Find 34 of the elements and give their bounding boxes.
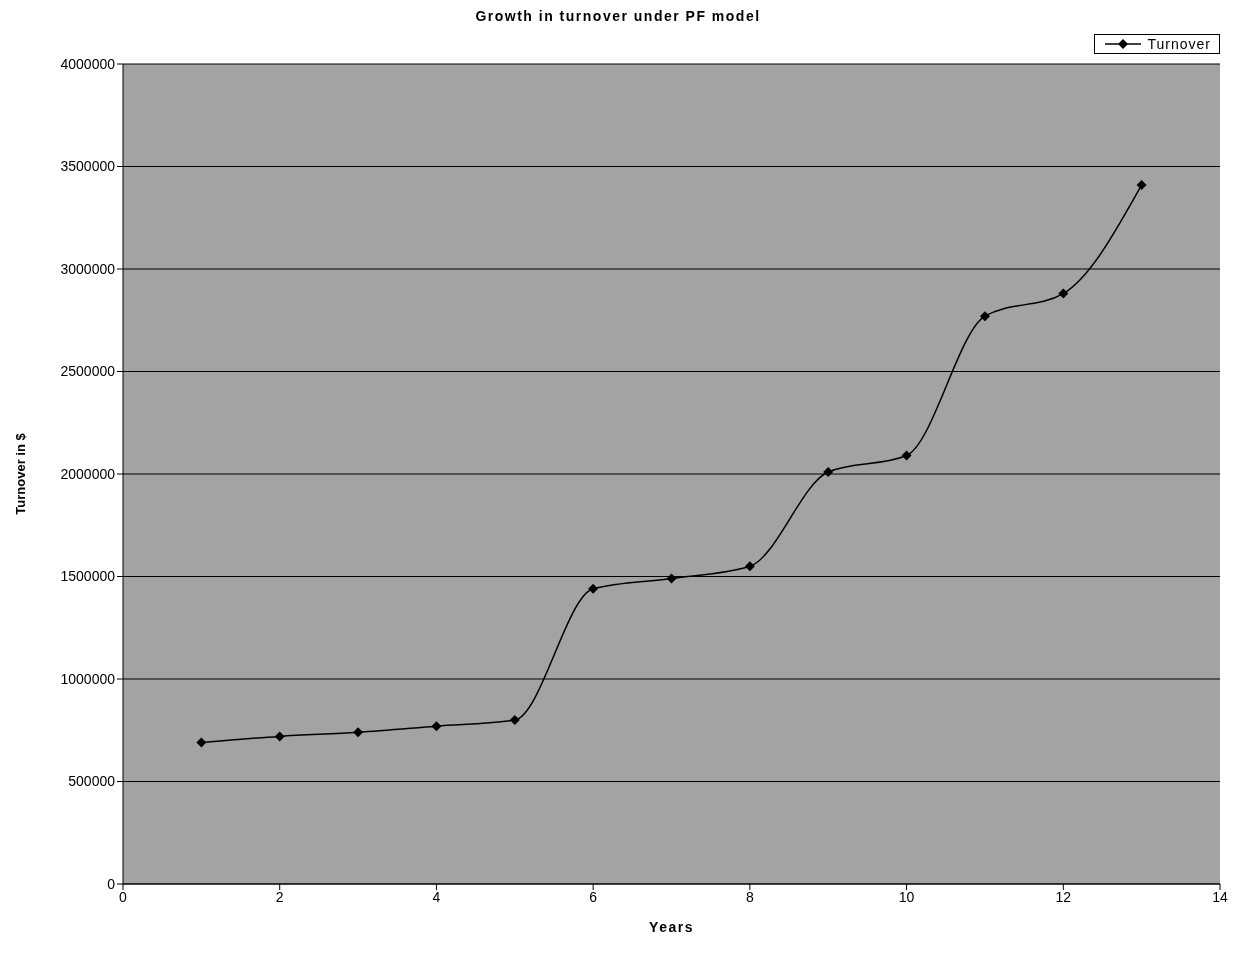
point: [196, 737, 207, 748]
y-tick-label: 3000000: [60, 260, 116, 277]
chart-title: Growth in turnover under PF model: [474, 8, 762, 24]
x-tick-label: 2: [275, 888, 284, 905]
point: [1058, 288, 1069, 299]
point: [744, 561, 755, 572]
y-tick-label: 3500000: [60, 158, 116, 175]
x-axis-title: Years: [649, 919, 694, 935]
x-tick-label: 8: [745, 888, 754, 905]
y-tick-label: 2500000: [60, 363, 116, 380]
point: [979, 311, 990, 322]
point: [274, 731, 285, 742]
y-tick-label: 1000000: [60, 670, 116, 687]
x-tick-label: 14: [1212, 888, 1228, 905]
point: [588, 583, 599, 594]
y-tick-label: 2000000: [60, 465, 116, 482]
x-tick-label: 0: [119, 888, 128, 905]
point: [431, 721, 442, 732]
legend-label: Turnover: [1147, 36, 1211, 52]
y-tick-label: 1500000: [60, 568, 116, 585]
point: [823, 466, 834, 477]
point: [901, 450, 912, 461]
y-tick-label: 4000000: [60, 55, 116, 72]
x-tick-label: 10: [898, 888, 915, 905]
point: [353, 727, 364, 738]
point: [666, 573, 677, 584]
point: [509, 715, 520, 725]
y-tick-label: 500000: [68, 773, 116, 790]
x-tick-label: 12: [1055, 888, 1072, 905]
y-tick-label: 0: [107, 875, 116, 892]
x-tick-label: 6: [589, 888, 598, 905]
y-axis-title: Turnover in $: [12, 432, 28, 515]
point: [1136, 179, 1147, 190]
x-tick-label: 4: [432, 888, 441, 905]
